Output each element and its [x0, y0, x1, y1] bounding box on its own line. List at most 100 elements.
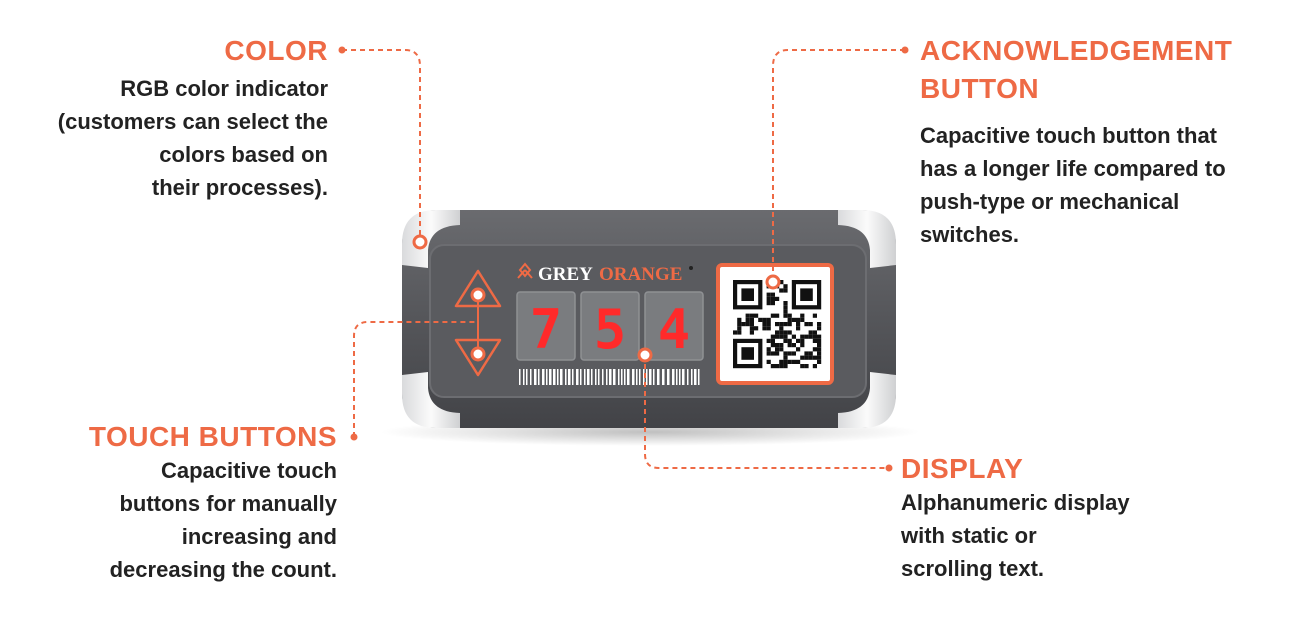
qr-module — [775, 343, 780, 348]
barcode-bar — [565, 369, 567, 385]
qr-module — [745, 322, 750, 327]
barcode-bar — [627, 369, 630, 385]
barcode-bar — [624, 369, 626, 385]
qr-module — [817, 343, 822, 348]
barcode-bar — [557, 369, 559, 385]
color-leader-line — [342, 49, 421, 242]
corner-cap-bottom-right — [838, 372, 896, 428]
barcode-bar — [698, 369, 700, 385]
corner-cap-bottom-left — [402, 372, 460, 428]
qr-module — [804, 322, 809, 327]
qr-module — [783, 322, 788, 327]
ack-callout-title: ACKNOWLEDGEMENT BUTTON — [920, 32, 1232, 108]
qr-module — [779, 280, 784, 285]
qr-module — [783, 334, 788, 339]
qr-module — [749, 330, 754, 335]
qr-module — [779, 359, 784, 364]
barcode-bar — [646, 369, 648, 385]
qr-module — [808, 330, 813, 335]
qr-module — [775, 330, 780, 335]
qr-module — [787, 322, 792, 327]
touch-leader-line — [353, 321, 478, 437]
touch-callout-title: TOUCH BUTTONS — [88, 421, 337, 452]
ack-desc-line: Capacitive touch button that — [920, 123, 1217, 148]
qr-module — [770, 343, 775, 348]
qr-module — [796, 338, 801, 343]
qr-module — [766, 317, 771, 322]
barcode-bar — [687, 369, 689, 385]
barcode-bar — [632, 369, 635, 385]
qr-module — [817, 334, 822, 339]
corner-cap-top-right — [838, 210, 896, 268]
corner-cap-top-left — [402, 210, 460, 268]
qr-module — [817, 351, 822, 356]
qr-module — [770, 313, 775, 318]
barcode-bar — [679, 369, 681, 385]
ack-desc-line: has a longer life compared to — [920, 156, 1226, 181]
qr-module — [783, 284, 788, 289]
brand-orange: ORANGE — [599, 264, 682, 285]
barcode-bar — [621, 369, 623, 385]
display-digit-3: 4 — [658, 298, 691, 361]
qr-module — [775, 364, 780, 369]
qr-module — [754, 326, 759, 331]
ack-desc-line: push-type or mechanical — [920, 189, 1180, 214]
qr-module — [749, 322, 754, 327]
ack-marker-start — [901, 46, 909, 54]
qr-module — [737, 326, 742, 331]
qr-module — [741, 322, 746, 327]
qr-module — [800, 288, 813, 301]
barcode-bar — [560, 369, 563, 385]
qr-module — [741, 288, 754, 301]
qr-module — [766, 338, 771, 343]
barcode-bar — [542, 369, 545, 385]
display-marker-end — [885, 464, 893, 472]
barcode-bar — [676, 369, 678, 385]
qr-module — [808, 322, 813, 327]
qr-module — [766, 347, 771, 352]
barcode-bar — [672, 369, 675, 385]
qr-module — [787, 338, 792, 343]
qr-module — [783, 355, 788, 360]
barcode-bar — [682, 369, 685, 385]
display-leader-line — [644, 355, 889, 469]
qr-module — [791, 343, 796, 348]
qr-module — [775, 313, 780, 318]
barcode-bar — [609, 369, 612, 385]
qr-module — [791, 334, 796, 339]
barcode-bar — [618, 369, 620, 385]
qr-module — [817, 359, 822, 364]
qr-module — [783, 338, 788, 343]
ack-leader-line — [772, 49, 905, 282]
ack-title-line: BUTTON — [920, 73, 1040, 104]
display-callout-title: DISPLAY — [901, 453, 1024, 484]
qr-module — [775, 322, 780, 327]
qr-module — [783, 313, 788, 318]
barcode-bar — [519, 369, 521, 385]
ack-title-line: ACKNOWLEDGEMENT — [920, 35, 1233, 66]
barcode-bar — [602, 369, 604, 385]
barcode-bar — [613, 369, 616, 385]
qr-module — [783, 305, 788, 310]
barcode-bar — [580, 369, 582, 385]
qr-module — [800, 343, 805, 348]
ack-marker-end — [765, 274, 781, 290]
qr-module — [749, 326, 754, 331]
qr-module — [817, 326, 822, 331]
qr-module — [783, 309, 788, 314]
barcode-bar — [643, 369, 645, 385]
qr-module — [817, 322, 822, 327]
qr-module — [762, 326, 767, 331]
brand-grey: GREY — [538, 264, 593, 285]
qr-module — [804, 355, 809, 360]
touch-buttons-marker-down — [470, 346, 486, 362]
qr-module — [783, 330, 788, 335]
barcode-bar — [530, 369, 532, 385]
barcode-bar — [546, 369, 548, 385]
qr-module — [796, 326, 801, 331]
barcode-bar — [606, 369, 608, 385]
qr-module — [775, 347, 780, 352]
touch-desc-line: decreasing the count. — [109, 557, 337, 582]
qr-module — [783, 359, 788, 364]
